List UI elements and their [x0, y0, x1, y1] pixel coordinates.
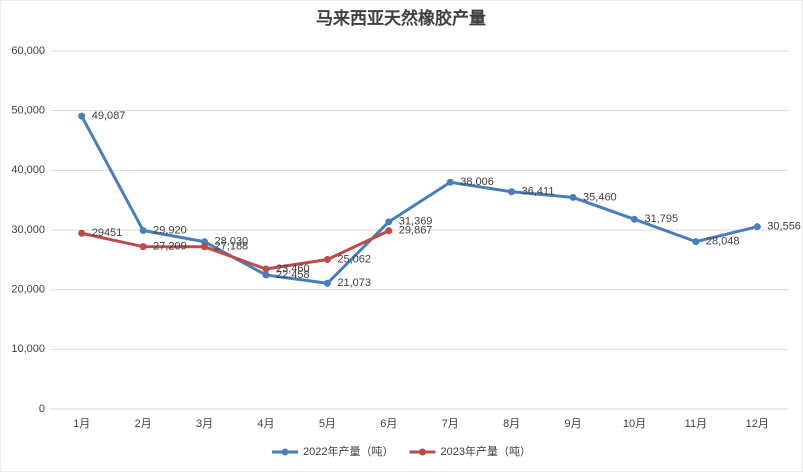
- data-label: 38,006: [460, 176, 494, 188]
- x-tick-label: 2月: [135, 418, 152, 430]
- data-point: [78, 229, 86, 237]
- data-point: [569, 193, 577, 201]
- data-point: [753, 223, 761, 231]
- legend-label: 2023年产量（吨）: [440, 444, 530, 458]
- data-point: [323, 255, 331, 263]
- x-tick-label: 8月: [503, 418, 520, 430]
- x-tick-label: 1月: [73, 418, 90, 430]
- legend-swatch-dot: [418, 448, 426, 456]
- data-point: [385, 227, 393, 235]
- data-point: [508, 188, 516, 196]
- x-tick-label: 11月: [685, 418, 707, 430]
- data-label: 25,062: [337, 253, 371, 265]
- data-point: [139, 243, 147, 251]
- data-label: 29,867: [399, 225, 433, 237]
- x-tick-label: 9月: [564, 418, 581, 430]
- data-label: 27,209: [153, 241, 187, 253]
- data-point: [139, 226, 147, 234]
- data-point: [692, 238, 700, 246]
- legend-swatch-dot: [281, 448, 289, 456]
- data-point: [630, 215, 638, 223]
- data-label: 21,073: [337, 277, 371, 289]
- data-point: [201, 243, 209, 251]
- data-label: 22,458: [276, 269, 310, 281]
- data-point: [323, 279, 331, 287]
- x-tick-label: 6月: [380, 418, 397, 430]
- series-line: [81, 229, 390, 271]
- x-tick-label: 7月: [442, 418, 459, 430]
- y-tick-label: 0: [39, 403, 45, 415]
- data-label: 23,460: [276, 263, 310, 275]
- y-tick-label: 60,000: [11, 45, 45, 57]
- data-label: 49,087: [92, 110, 126, 122]
- x-tick-label: 12月: [746, 418, 769, 430]
- data-point: [385, 218, 393, 226]
- data-label: 27,188: [215, 241, 249, 253]
- data-point: [262, 271, 270, 279]
- data-point: [78, 112, 86, 120]
- y-tick-label: 50,000: [11, 105, 45, 117]
- y-tick-label: 20,000: [11, 284, 45, 296]
- y-tick-label: 40,000: [11, 164, 45, 176]
- data-point: [262, 265, 270, 273]
- data-point: [201, 238, 209, 246]
- x-tick-label: 3月: [196, 418, 213, 430]
- data-label: 35,460: [583, 191, 617, 203]
- data-label: 29451: [92, 227, 123, 239]
- data-label: 31,795: [644, 213, 678, 225]
- data-label: 29,920: [153, 224, 187, 236]
- data-label: 31,369: [399, 216, 433, 228]
- y-tick-label: 30,000: [11, 224, 45, 236]
- series-line: [80, 115, 758, 285]
- x-tick-label: 5月: [319, 418, 336, 430]
- data-label: 30,556: [767, 221, 801, 233]
- x-tick-label: 10月: [623, 418, 646, 430]
- x-tick-label: 4月: [257, 418, 274, 430]
- data-point: [446, 178, 454, 186]
- data-label: 28,030: [215, 236, 249, 248]
- legend-label: 2022年产量（吨）: [303, 444, 393, 458]
- data-label: 28,048: [706, 236, 740, 248]
- chart-title: 马来西亚天然橡胶产量: [316, 8, 486, 28]
- data-label: 36,411: [522, 186, 555, 198]
- y-tick-label: 10,000: [11, 343, 45, 355]
